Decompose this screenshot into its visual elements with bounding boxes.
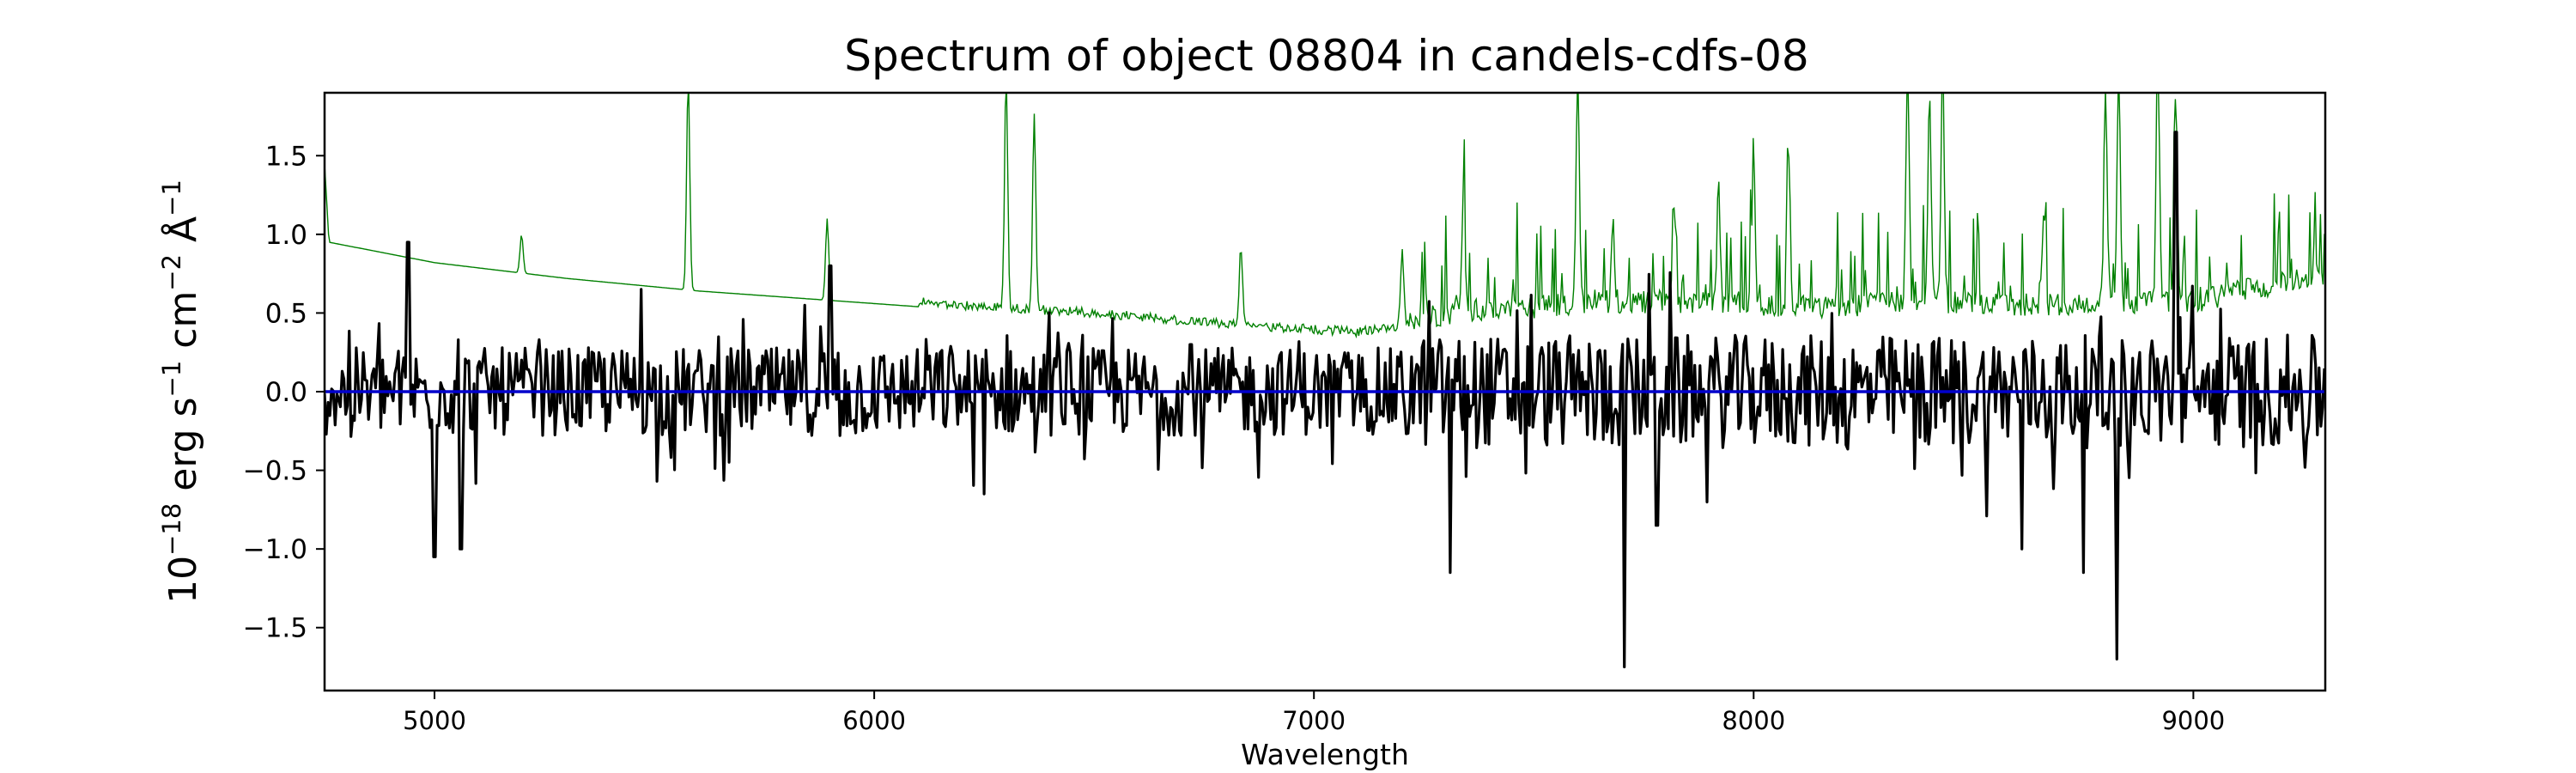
series-layer (325, 93, 2325, 669)
y-axis: −1.5 −1.0 −0.5 0.0 0.5 1.0 1.5 (243, 141, 325, 644)
series-line-black (325, 131, 2325, 669)
ylabel-p2: cm (161, 291, 205, 361)
x-axis: 5000 6000 7000 8000 9000 (403, 691, 2225, 735)
ylabel-exp4: −1 (157, 180, 186, 216)
y-tick-label: 1.5 (265, 141, 307, 172)
x-tick-label: 9000 (2161, 706, 2225, 735)
x-tick-label: 5000 (403, 706, 466, 735)
y-axis-label: 10−18 erg s−1 cm−2 Å−1 (157, 180, 205, 604)
ylabel-base: 10 (161, 556, 205, 604)
x-tick-label: 7000 (1282, 706, 1346, 735)
series-line-green (325, 93, 2325, 339)
ylabel-p1: erg s (161, 397, 205, 502)
ylabel-exp3: −2 (157, 254, 186, 291)
ylabel-exp1: −18 (157, 503, 186, 556)
y-tick-label: −1.5 (243, 613, 307, 644)
ylabel-p3: Å (160, 216, 205, 254)
y-tick-label: 1.0 (265, 220, 307, 251)
x-axis-label: Wavelength (1241, 738, 1409, 771)
y-tick-label: 0.5 (265, 298, 307, 329)
y-tick-label: −1.0 (243, 534, 307, 565)
y-tick-label: 0.0 (265, 377, 307, 408)
chart-title: Spectrum of object 08804 in candels-cdfs… (844, 31, 1809, 81)
ylabel-exp2: −1 (157, 361, 186, 398)
x-tick-label: 8000 (1722, 706, 1785, 735)
y-tick-label: −0.5 (243, 456, 307, 487)
x-tick-label: 6000 (842, 706, 906, 735)
